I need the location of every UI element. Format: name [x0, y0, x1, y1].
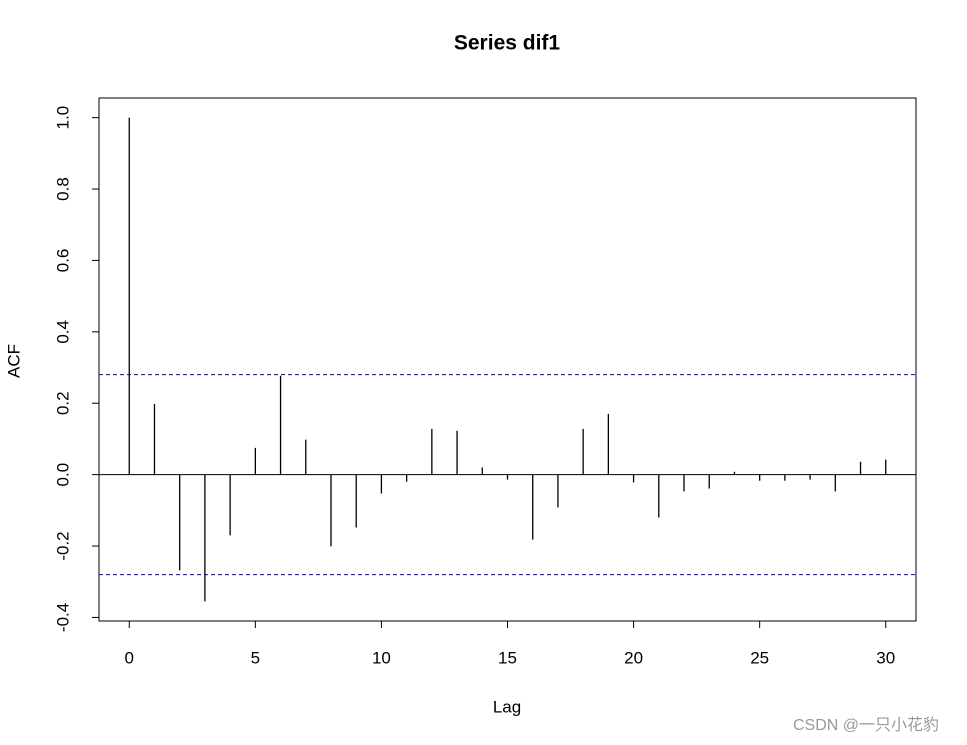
x-tick-label: 10: [372, 648, 391, 667]
x-tick-label: 25: [750, 648, 769, 667]
chart-title: Series dif1: [454, 32, 561, 55]
x-tick-label: 30: [876, 648, 895, 667]
y-tick-label: 0.4: [53, 320, 72, 344]
y-tick-label: 0.2: [53, 391, 72, 415]
x-tick-label: 5: [251, 648, 260, 667]
x-tick-label: 20: [624, 648, 643, 667]
plot-frame: [98, 97, 917, 622]
y-axis-label: ACF: [4, 344, 23, 378]
x-axis-label: Lag: [493, 697, 521, 716]
x-tick-label: 0: [125, 648, 134, 667]
watermark: CSDN @一只小花豹: [793, 716, 939, 734]
y-tick-label: -0.4: [53, 603, 72, 632]
y-tick-label: 0.0: [53, 463, 72, 487]
x-tick-label: 15: [498, 648, 517, 667]
y-tick-label: 1.0: [53, 106, 72, 130]
y-tick-label: 0.8: [53, 177, 72, 201]
y-tick-label: -0.2: [53, 531, 72, 560]
y-tick-label: 0.6: [53, 249, 72, 273]
